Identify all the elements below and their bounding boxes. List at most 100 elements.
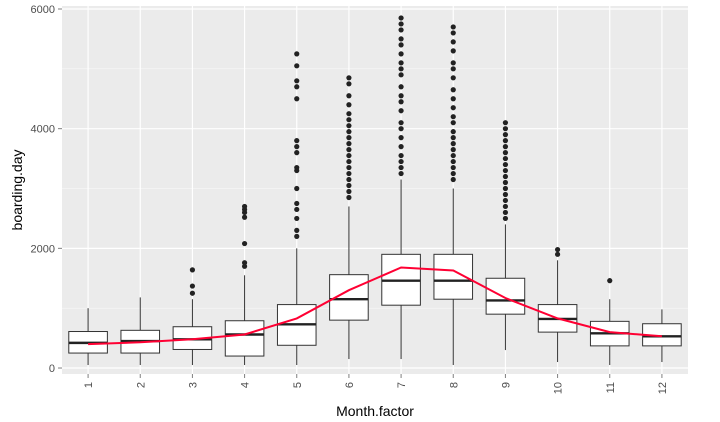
- outlier-point: [294, 185, 300, 192]
- outlier-point: [502, 150, 509, 156]
- outlier-point: [398, 152, 404, 159]
- outlier-point: [241, 214, 248, 220]
- x-tick-label: 9: [500, 382, 512, 388]
- outlier-point: [294, 138, 300, 144]
- x-tick-label: 5: [292, 382, 304, 388]
- outlier-point: [398, 170, 404, 177]
- outlier-point: [189, 290, 196, 296]
- outlier-point: [346, 141, 352, 147]
- outlier-point: [346, 102, 352, 108]
- outlier-point: [450, 158, 456, 165]
- outlier-point: [502, 173, 509, 180]
- x-tick-label: 4: [240, 382, 252, 388]
- outlier-point: [398, 120, 404, 126]
- y-axis: 0 2000 4000 6000: [31, 4, 62, 375]
- plot-panel: [62, 6, 688, 374]
- outlier-point: [294, 215, 300, 222]
- outlier-point: [502, 167, 509, 174]
- x-axis-title: Month.factor: [336, 403, 414, 419]
- outlier-point: [346, 93, 352, 99]
- y-tick-label: 0: [49, 363, 55, 375]
- outlier-point: [294, 96, 300, 102]
- outlier-point: [189, 267, 196, 273]
- x-tick-label: 7: [396, 382, 408, 388]
- outlier-point: [398, 60, 404, 66]
- y-tick-label: 6000: [31, 4, 55, 16]
- outlier-point: [607, 278, 613, 284]
- outlier-point: [450, 60, 456, 66]
- outlier-point: [346, 158, 352, 165]
- outlier-point: [450, 147, 456, 153]
- box-9: [485, 120, 526, 351]
- outlier-point: [502, 215, 509, 222]
- outlier-point: [346, 117, 352, 123]
- outlier-point: [294, 51, 300, 57]
- outlier-point: [398, 21, 404, 27]
- outlier-point: [398, 27, 404, 33]
- outlier-point: [502, 138, 509, 144]
- outlier-point: [346, 194, 352, 201]
- outlier-point: [450, 66, 456, 72]
- y-axis-title: boarding.day: [9, 150, 25, 231]
- x-tick-label: 6: [344, 382, 356, 388]
- outlier-point: [502, 144, 509, 150]
- box-7: [381, 15, 421, 360]
- outlier-point: [346, 182, 352, 189]
- outlier-point: [450, 105, 456, 111]
- outlier-point: [398, 84, 404, 90]
- outlier-point: [241, 240, 248, 247]
- outlier-point: [502, 203, 509, 210]
- box-5: [276, 51, 317, 366]
- box-iqr: [224, 320, 265, 357]
- outlier-point: [346, 164, 352, 171]
- y-tick-label: 4000: [31, 124, 55, 136]
- outlier-point: [450, 30, 456, 36]
- x-axis: 1 2 3 4 5 6 7 8 9 10 11 12: [83, 374, 669, 394]
- outlier-point: [398, 108, 404, 114]
- x-tick-label: 3: [187, 382, 199, 388]
- outlier-point: [398, 99, 404, 105]
- outlier-point: [398, 15, 404, 21]
- outlier-point: [398, 42, 404, 48]
- outlier-point: [450, 170, 456, 177]
- outlier-point: [398, 36, 404, 42]
- outlier-point: [502, 197, 509, 204]
- outlier-point: [346, 152, 352, 159]
- outlier-point: [502, 120, 509, 126]
- x-tick-label: 10: [553, 382, 565, 394]
- outlier-point: [450, 96, 456, 102]
- outlier-point: [502, 209, 509, 216]
- outlier-point: [241, 263, 248, 269]
- box-4: [224, 203, 265, 366]
- outlier-point: [294, 150, 300, 156]
- box-iqr: [485, 277, 526, 315]
- outlier-point: [398, 164, 404, 171]
- x-tick-label: 12: [657, 382, 669, 394]
- box-group: [68, 15, 682, 366]
- outlier-point: [398, 72, 404, 78]
- outlier-point: [294, 206, 300, 213]
- outlier-point: [502, 155, 509, 162]
- outlier-point: [450, 135, 456, 141]
- x-tick-label: 11: [605, 382, 617, 393]
- outlier-point: [294, 227, 300, 233]
- outlier-point: [346, 75, 352, 81]
- outlier-point: [398, 158, 404, 165]
- outlier-point: [398, 93, 404, 99]
- outlier-point: [502, 132, 509, 138]
- outlier-point: [241, 203, 248, 210]
- outlier-point: [450, 164, 456, 171]
- outlier-point: [398, 144, 404, 150]
- outlier-point: [346, 176, 352, 183]
- outlier-point: [450, 120, 456, 126]
- outlier-point: [346, 111, 352, 117]
- outlier-point: [346, 129, 352, 135]
- outlier-point: [346, 147, 352, 153]
- outlier-point: [346, 170, 352, 177]
- outlier-point: [294, 84, 300, 90]
- outlier-point: [502, 161, 509, 168]
- x-tick-label: 8: [448, 382, 460, 388]
- outlier-point: [398, 135, 404, 141]
- outlier-point: [450, 87, 456, 93]
